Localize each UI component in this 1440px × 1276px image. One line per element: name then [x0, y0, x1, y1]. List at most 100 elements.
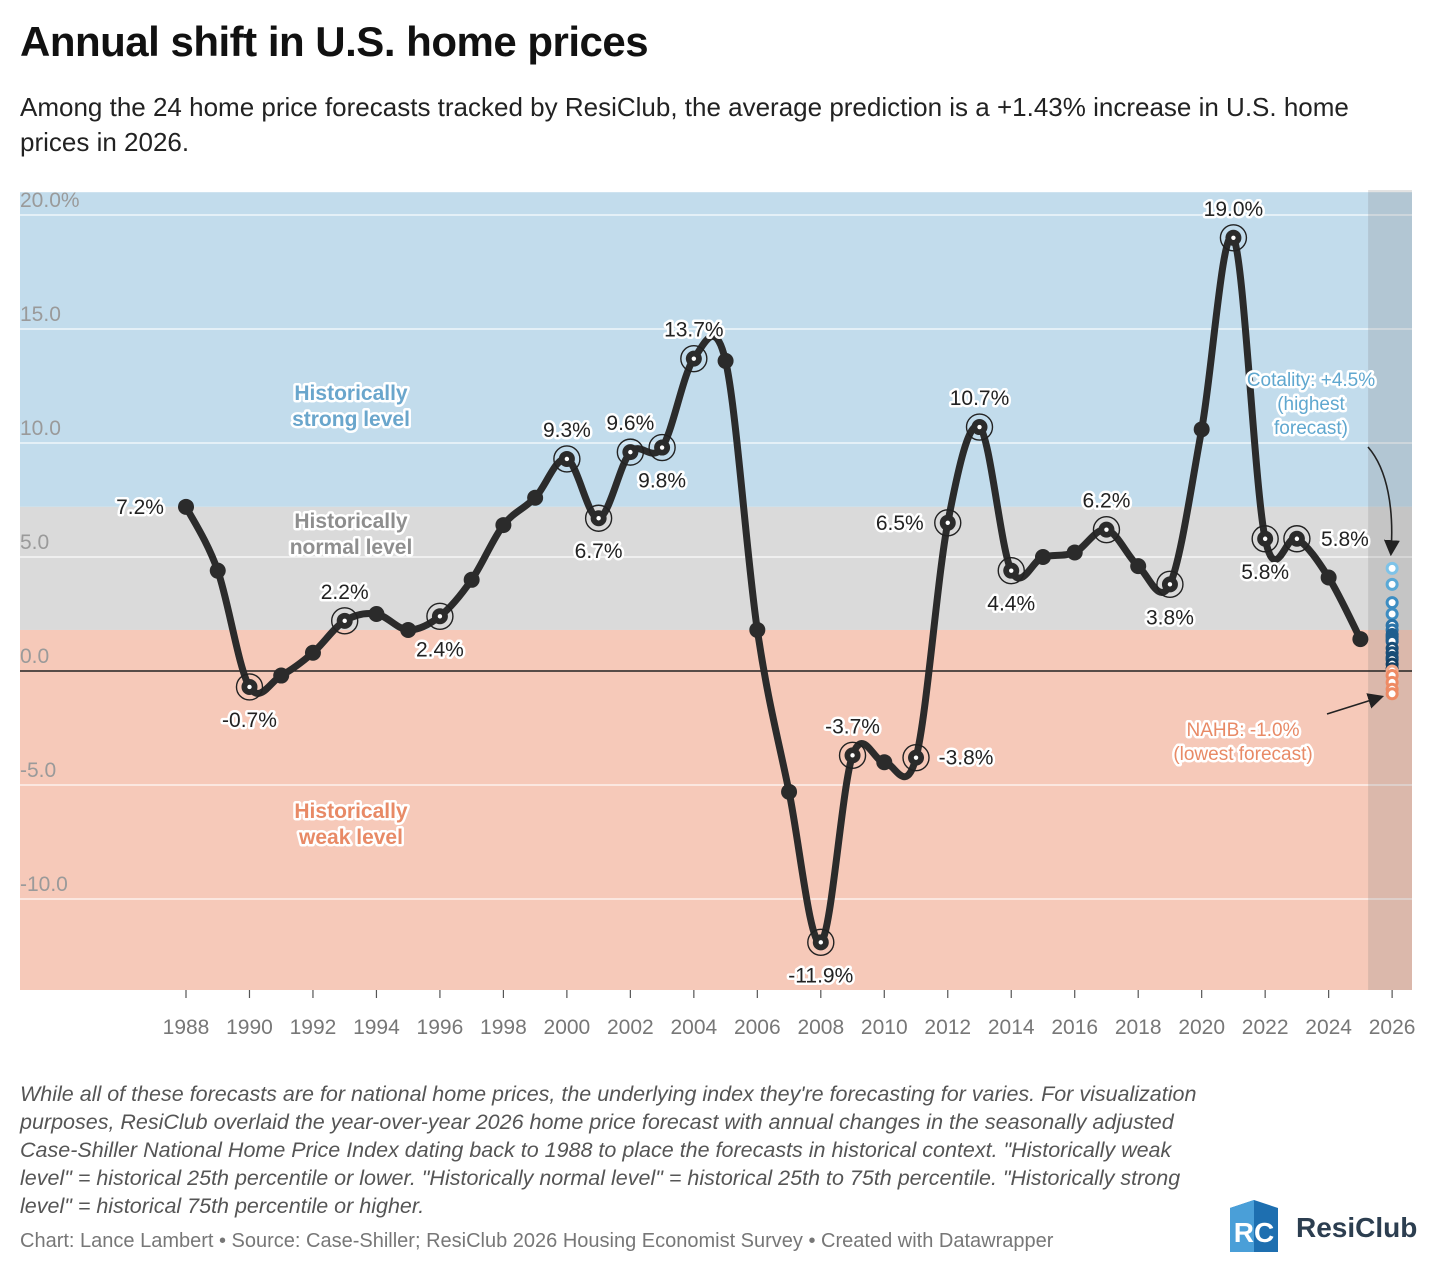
- data-label: 13.7%13.7%: [662, 316, 727, 344]
- data-point: [368, 606, 385, 622]
- data-label-halo: 6.2%: [1083, 490, 1131, 513]
- chart-title: Annual shift in U.S. home prices: [20, 18, 649, 65]
- data-point: [209, 562, 226, 579]
- band-label-weak-line1-text: Historically: [294, 800, 408, 823]
- data-point-ring: [331, 607, 359, 635]
- x-tick-label: 2004: [670, 1016, 717, 1039]
- data-point-ring: [1092, 515, 1121, 544]
- resiclub-logo: RC ResiClub: [1226, 1198, 1426, 1258]
- data-point-center: [596, 516, 601, 521]
- data-label-text: 9.6%: [606, 412, 654, 435]
- y-tick-label: 20.0%: [20, 189, 80, 212]
- data-point-ring: [584, 504, 613, 532]
- band-label-strong-line1-text: Historically: [294, 382, 408, 405]
- data-label-text: -3.7%: [825, 715, 880, 738]
- data-label: 19.0%19.0%: [1201, 195, 1266, 223]
- forecast-highest-line2-halo: (highest: [1277, 394, 1345, 415]
- data-point-center: [850, 753, 855, 758]
- data-label-text: 5.8%: [1321, 528, 1369, 551]
- data-label-text: 9.3%: [543, 419, 591, 442]
- y-tick-label: -10.0: [20, 873, 68, 896]
- data-point-ring: [1156, 570, 1184, 599]
- x-tick-label: 2026: [1369, 1016, 1416, 1039]
- data-point-center: [1262, 536, 1268, 541]
- data-label-halo: 19.0%: [1204, 198, 1264, 221]
- data-point: [400, 621, 417, 638]
- data-label-halo: 6.7%: [575, 540, 623, 563]
- data-point-center: [1009, 568, 1014, 573]
- x-tick-label: 2000: [544, 1016, 591, 1039]
- resiclub-logo-letters: RC: [1234, 1217, 1274, 1248]
- data-label-halo: 5.8%: [1321, 528, 1369, 551]
- data-label-text: 10.7%: [950, 387, 1010, 410]
- data-label-text: 9.8%: [638, 470, 686, 493]
- data-point-ring: [1219, 224, 1248, 252]
- data-point-ring: [965, 413, 994, 441]
- forecast-highest-line1-text: Cotality: +4.5%: [1247, 370, 1375, 391]
- band-label-strong-line1-halo: Historically: [294, 382, 408, 405]
- x-tick-label: 1994: [353, 1016, 400, 1039]
- band-strong: [20, 192, 1412, 507]
- data-label-text: 4.4%: [987, 593, 1035, 616]
- data-label-halo: 7.2%: [116, 496, 164, 519]
- chart-subtitle: Among the 24 home price forecasts tracke…: [20, 92, 1349, 157]
- band-label-normal-line2-halo: normal level: [290, 536, 413, 559]
- x-tick-label: 2014: [988, 1016, 1035, 1039]
- x-tick-label: 2002: [607, 1016, 654, 1039]
- forecast-point: [1385, 687, 1399, 701]
- data-label-halo: 6.5%: [876, 512, 924, 535]
- chart-credit: Chart: Lance Lambert • Source: Case-Shil…: [20, 1230, 1054, 1252]
- data-label-halo: 4.4%: [987, 593, 1035, 616]
- data-label-halo: 3.8%: [1146, 606, 1194, 629]
- data-label: 10.7%10.7%: [947, 385, 1012, 413]
- data-label: 9.3%9.3%: [540, 416, 593, 444]
- chart-notes: While all of these forecasts are for nat…: [20, 1082, 1197, 1218]
- y-tick-label: -5.0: [20, 759, 56, 782]
- data-label-text: -3.8%: [939, 747, 994, 770]
- forecast-point: [1385, 607, 1399, 621]
- data-label: 5.8%5.8%: [1318, 525, 1371, 553]
- x-tick-label: 2022: [1242, 1016, 1289, 1039]
- resiclub-logo-icon: RC: [1230, 1200, 1278, 1252]
- data-label-text: 6.7%: [575, 540, 623, 563]
- data-label: 2.2%2.2%: [318, 578, 371, 606]
- forecast-lowest-line1-halo: NAHB: -1.0%: [1187, 720, 1300, 741]
- data-label-halo: 2.4%: [416, 638, 464, 661]
- x-tick-label: 2018: [1115, 1016, 1162, 1039]
- data-point: [1320, 569, 1337, 586]
- data-point-ring: [838, 741, 867, 770]
- data-label: -11.9%-11.9%: [786, 962, 856, 990]
- forecast-highest-line3: forecast)forecast): [1272, 416, 1351, 442]
- data-point-center: [628, 449, 633, 455]
- data-label: 3.8%3.8%: [1144, 604, 1197, 632]
- forecast-highest-line1: Cotality: +4.5%Cotality: +4.5%: [1244, 368, 1377, 394]
- data-label-text: 19.0%: [1204, 198, 1264, 221]
- data-point-center: [247, 684, 252, 690]
- band-label-strong-line2-halo: strong level: [292, 408, 410, 431]
- data-point-ring: [553, 445, 581, 473]
- data-point-center: [437, 614, 443, 619]
- data-label: 9.8%9.8%: [636, 467, 689, 495]
- forecast-lowest-line2-halo: (lowest forecast): [1173, 744, 1312, 765]
- home-price-chart: 20.0% 15.0 10.0 5.0 0.0 -5.0 -10.0 Historicall…: [20, 189, 1416, 1039]
- data-point: [463, 571, 480, 588]
- band-weak: [20, 629, 1412, 990]
- data-label: 6.5%6.5%: [873, 509, 926, 537]
- data-point-center: [818, 940, 823, 945]
- data-point: [1352, 631, 1369, 648]
- data-label-text: 2.2%: [321, 581, 369, 604]
- band-label-normal-line1-text: Historically: [294, 510, 408, 533]
- forecast-point: [1385, 577, 1399, 591]
- forecast-lowest-arrow: [1326, 693, 1385, 715]
- data-point-ring: [680, 344, 708, 373]
- data-point-center: [1294, 536, 1300, 541]
- data-point-ring: [902, 743, 930, 772]
- data-label: 9.6%9.6%: [604, 410, 657, 438]
- data-label-halo: 9.3%: [543, 419, 591, 442]
- data-label-halo: -11.9%: [788, 964, 853, 987]
- data-point-center: [977, 424, 982, 430]
- data-point-ring: [807, 928, 835, 957]
- data-point: [495, 517, 512, 534]
- x-tick-label: 2012: [924, 1016, 971, 1039]
